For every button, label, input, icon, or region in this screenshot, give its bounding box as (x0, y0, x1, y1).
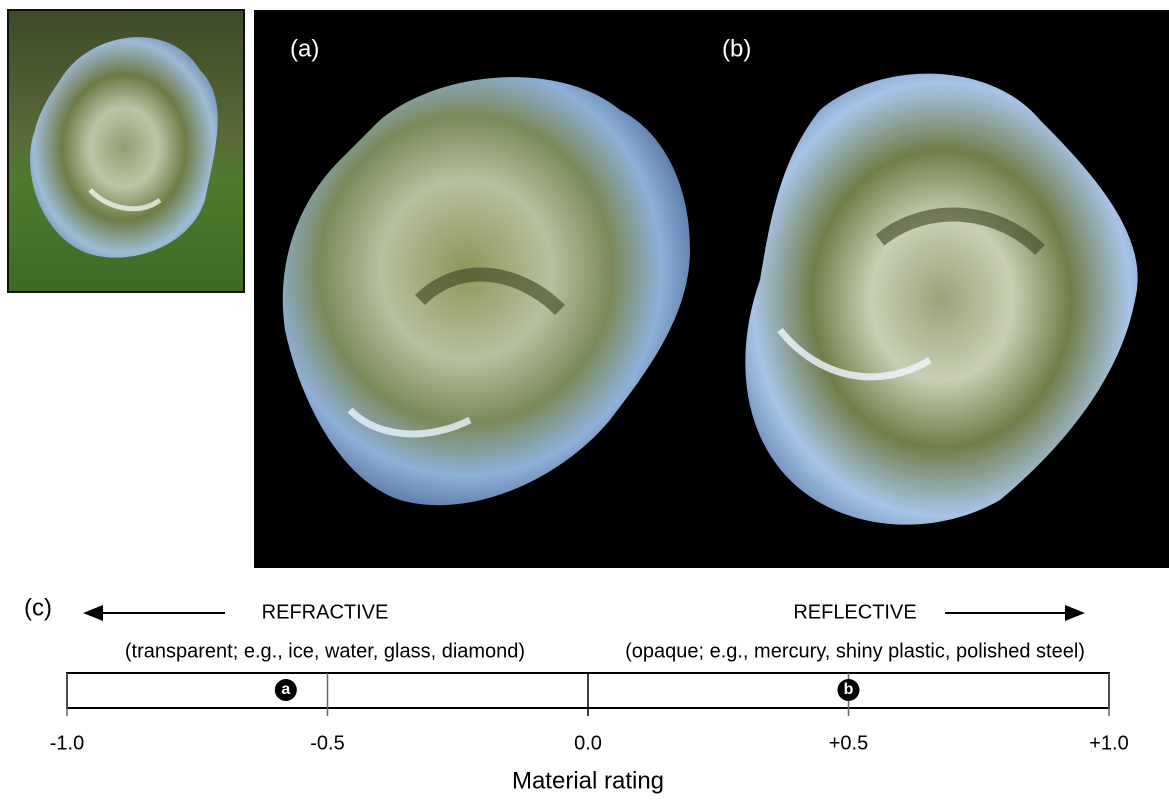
panel-label: (c) (24, 594, 52, 621)
panel-label: (b) (722, 35, 751, 62)
axis-label: Material rating (512, 767, 664, 794)
render-panel: (a) (b) (254, 10, 1169, 568)
reflective-description: (opaque; e.g., mercury, shiny plastic, p… (625, 640, 1085, 662)
tick-label: -1.0 (50, 732, 84, 754)
panel-label: (a) (290, 35, 319, 62)
tick-label: -0.5 (310, 732, 344, 754)
refractive-title: REFRACTIVE (262, 601, 389, 623)
tick-label: +0.5 (829, 732, 868, 754)
refractive-description: (transparent; e.g., ice, water, glass, d… (125, 640, 525, 662)
tick-label: +1.0 (1089, 732, 1128, 754)
reflective-title: REFLECTIVE (793, 601, 916, 623)
figure: (a) (b) (c) REFRACTIVE (transparent; e.g… (0, 0, 1169, 800)
tick-label: 0.0 (574, 732, 602, 754)
photo (8, 10, 244, 292)
marker-label: a (281, 681, 290, 698)
marker-label: b (844, 681, 854, 698)
arrows (83, 605, 1085, 621)
